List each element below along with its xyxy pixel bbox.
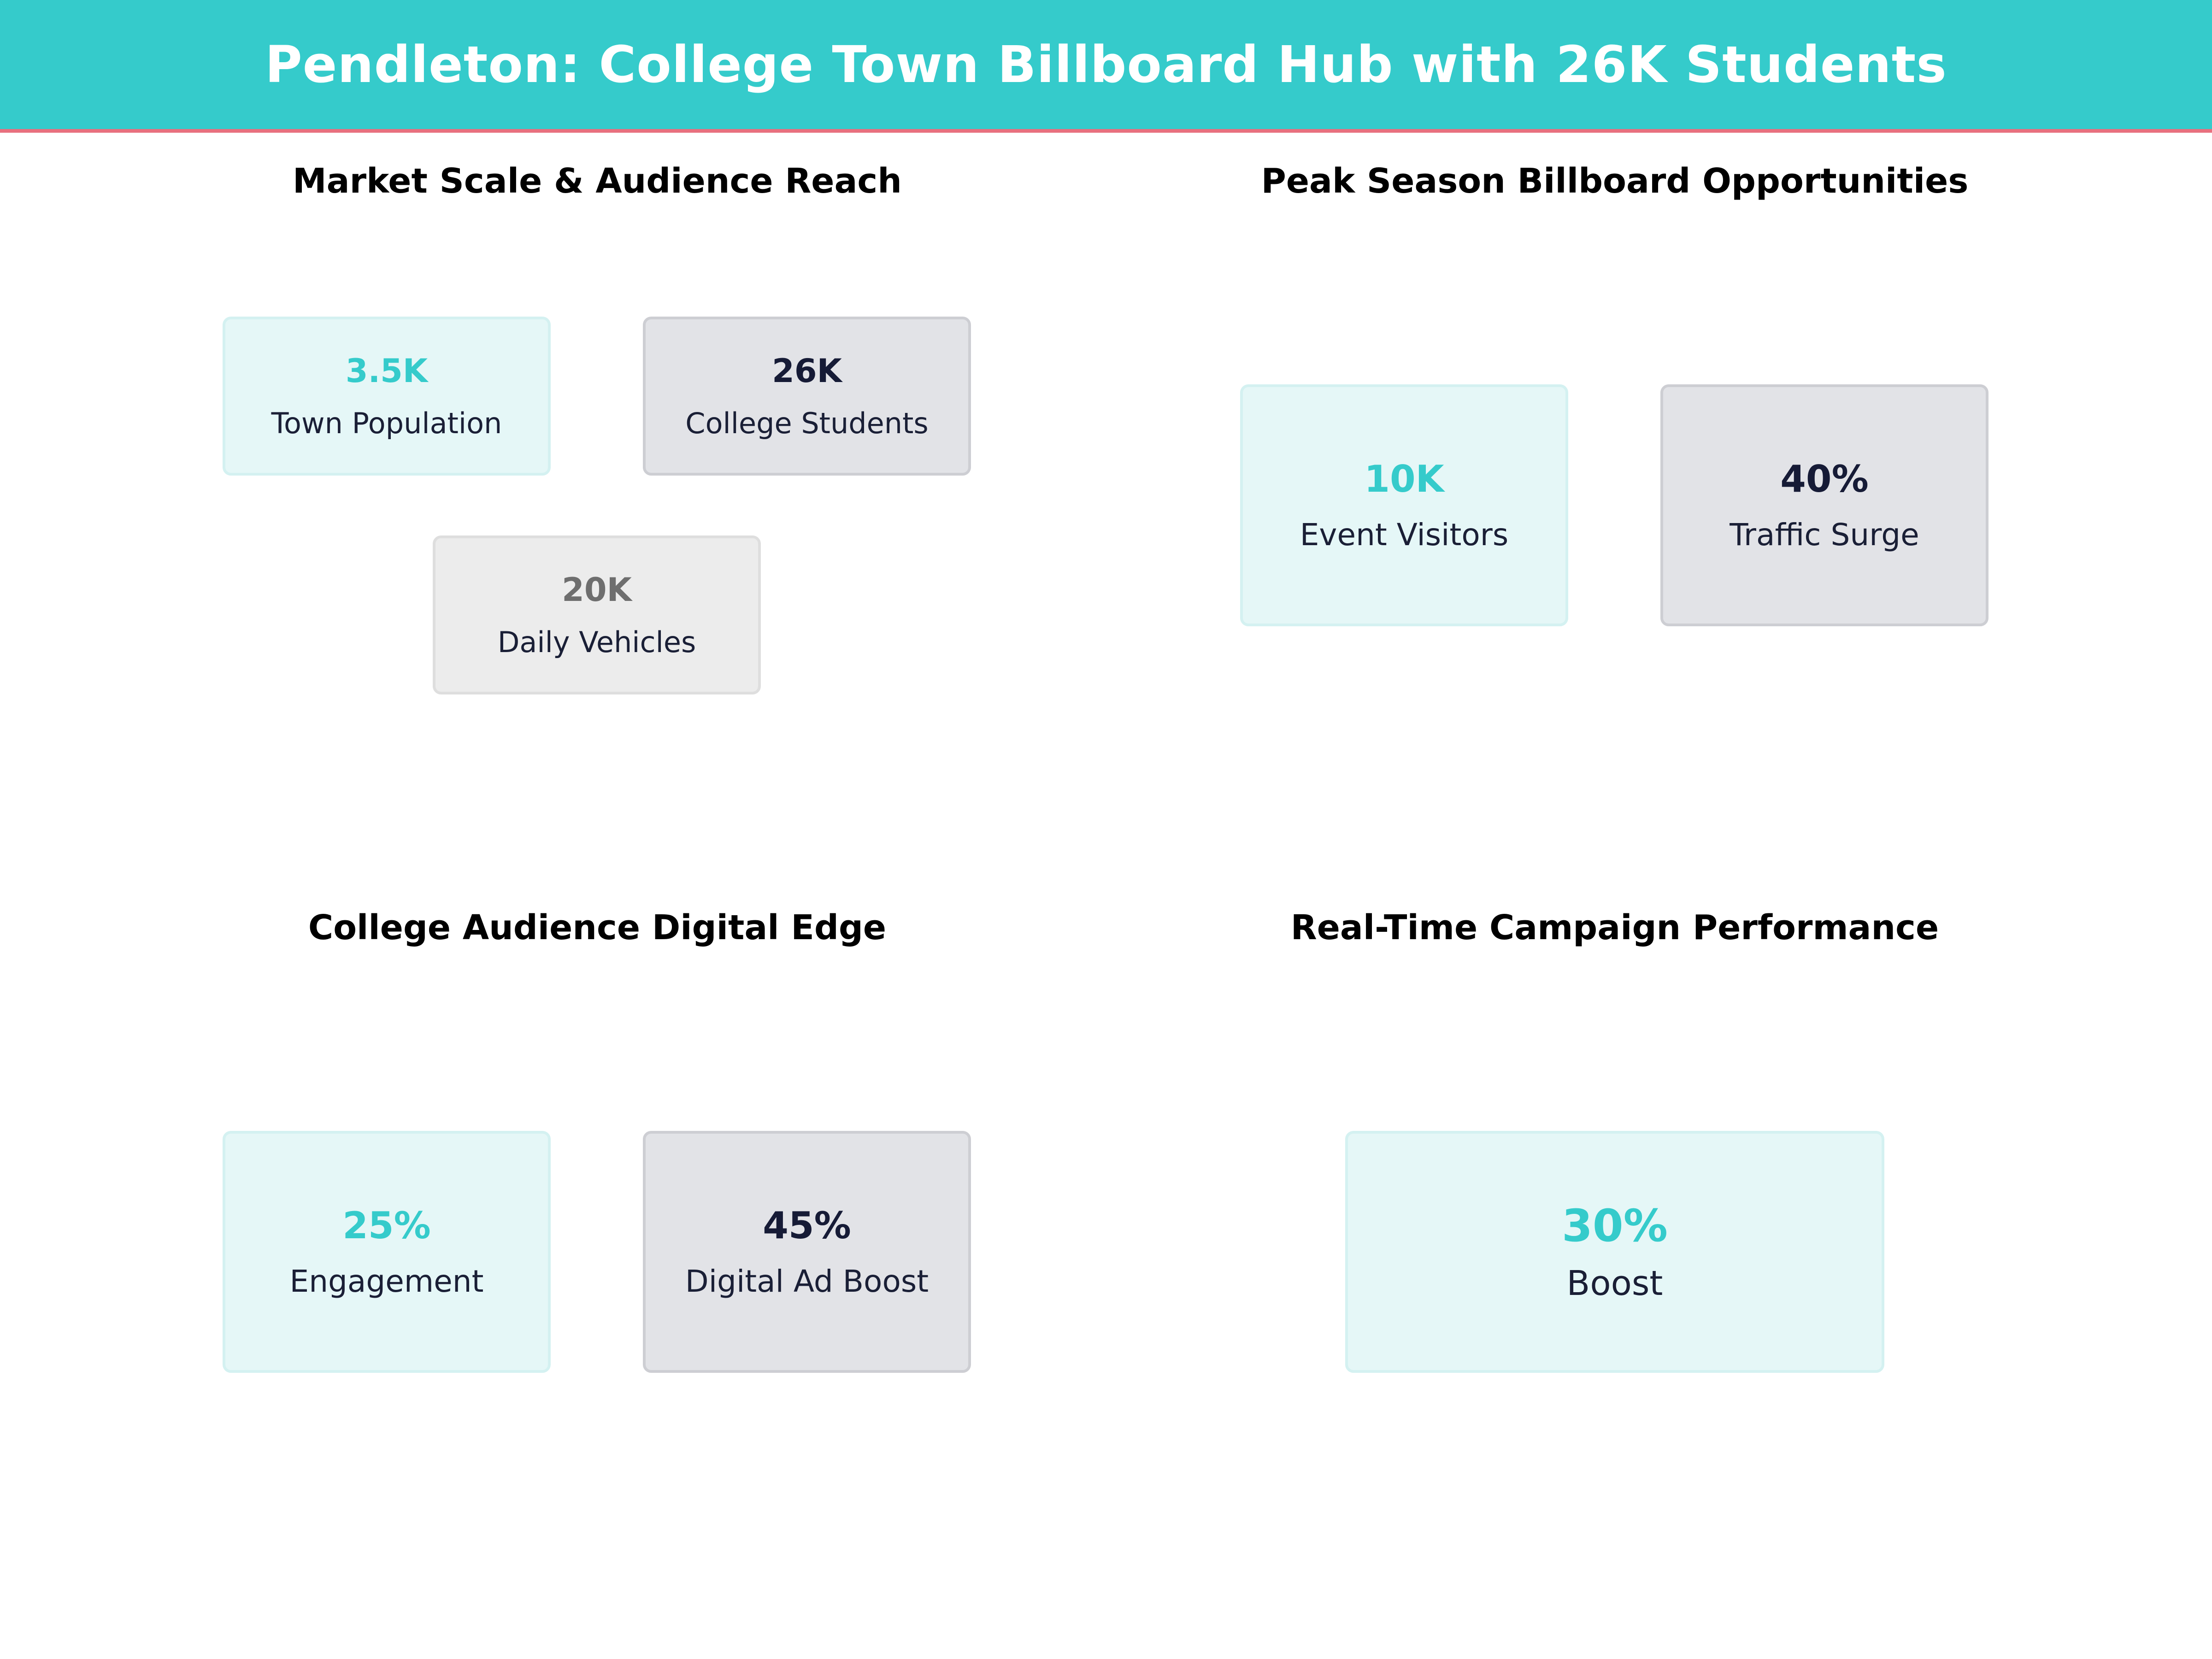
stat-card-college-students: 26K College Students [643,317,971,476]
page-title: Pendleton: College Town Billboard Hub wi… [265,35,1947,94]
stat-card-daily-vehicles: 20K Daily Vehicles [433,535,761,694]
stat-value: 26K [772,352,842,390]
panel-title-market-scale: Market Scale & Audience Reach [293,161,902,201]
stat-card-boost: 30% Boost [1345,1131,1884,1373]
stat-label: Engagement [289,1263,484,1299]
panel-title-digital-edge: College Audience Digital Edge [308,908,887,947]
stat-card-engagement: 25% Engagement [223,1131,551,1373]
panel-digital-edge: College Audience Digital Edge [0,830,1194,1659]
stat-label: Traffic Surge [1730,517,1919,553]
stat-label: Digital Ad Boost [685,1263,929,1299]
stat-card-traffic-surge: 40% Traffic Surge [1660,384,1988,626]
stat-label: Daily Vehicles [497,625,696,659]
stat-value: 45% [763,1204,851,1247]
panel-market-scale: Market Scale & Audience Reach [0,0,1194,830]
stat-value: 25% [342,1204,431,1247]
header-banner: Pendleton: College Town Billboard Hub wi… [0,0,2212,133]
stat-label: Town Population [271,406,502,440]
stat-label: College Students [685,406,929,440]
stat-value: 10K [1364,457,1444,500]
stat-card-digital-ad-boost: 45% Digital Ad Boost [643,1131,971,1373]
stat-value: 20K [562,571,632,609]
stat-label: Event Visitors [1300,517,1509,553]
panel-title-peak-season: Peak Season Billboard Opportunities [1261,161,1969,201]
stat-label: Boost [1566,1263,1663,1303]
stat-card-town-population: 3.5K Town Population [223,317,551,476]
panel-realtime-performance: Real-Time Campaign Performance [1106,830,2124,1659]
panel-peak-season: Peak Season Billboard Opportunities [1106,0,2124,830]
stat-value: 30% [1562,1200,1668,1252]
stat-value: 40% [1780,457,1869,500]
panel-title-realtime-performance: Real-Time Campaign Performance [1290,908,1939,947]
stat-value: 3.5K [345,352,428,390]
stat-card-event-visitors: 10K Event Visitors [1240,384,1568,626]
